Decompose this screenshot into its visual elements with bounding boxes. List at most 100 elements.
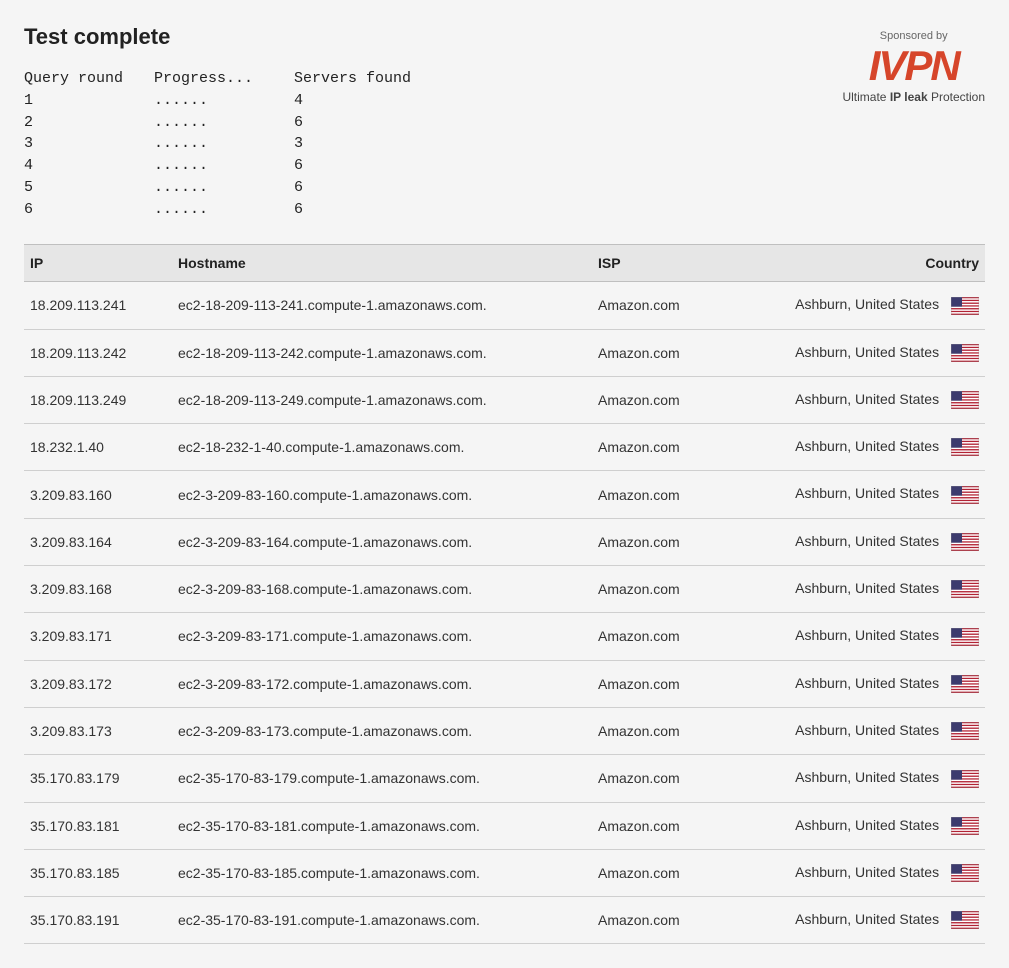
table-row: 35.170.83.181ec2-35-170-83-181.compute-1… xyxy=(24,802,985,849)
us-flag-icon xyxy=(951,817,979,835)
query-round: 6 xyxy=(24,199,154,221)
query-servers: 6 xyxy=(294,199,411,221)
us-flag-icon xyxy=(951,864,979,882)
us-flag-icon xyxy=(951,486,979,504)
query-round: 3 xyxy=(24,133,154,155)
table-row: 3.209.83.173ec2-3-209-83-173.compute-1.a… xyxy=(24,707,985,754)
cell-isp: Amazon.com xyxy=(592,849,742,896)
cell-ip: 18.209.113.242 xyxy=(24,329,172,376)
col-header-hostname: Hostname xyxy=(172,245,592,282)
cell-hostname: ec2-3-209-83-168.compute-1.amazonaws.com… xyxy=(172,566,592,613)
query-progress-block: Query round Progress... Servers found 1.… xyxy=(24,68,411,220)
us-flag-icon xyxy=(951,533,979,551)
cell-hostname: ec2-18-209-113-242.compute-1.amazonaws.c… xyxy=(172,329,592,376)
cell-country: Ashburn, United States xyxy=(742,566,985,613)
cell-isp: Amazon.com xyxy=(592,897,742,944)
table-row: 3.209.83.164ec2-3-209-83-164.compute-1.a… xyxy=(24,518,985,565)
cell-country: Ashburn, United States xyxy=(742,660,985,707)
table-row: 35.170.83.179ec2-35-170-83-179.compute-1… xyxy=(24,755,985,802)
query-row: 2......6 xyxy=(24,112,411,134)
cell-country: Ashburn, United States xyxy=(742,518,985,565)
query-header-progress: Progress... xyxy=(154,68,294,90)
ivpn-logo: IVPN xyxy=(842,46,985,86)
cell-isp: Amazon.com xyxy=(592,282,742,329)
cell-isp: Amazon.com xyxy=(592,660,742,707)
us-flag-icon xyxy=(951,391,979,409)
cell-country: Ashburn, United States xyxy=(742,707,985,754)
cell-ip: 35.170.83.181 xyxy=(24,802,172,849)
cell-country: Ashburn, United States xyxy=(742,282,985,329)
cell-hostname: ec2-35-170-83-181.compute-1.amazonaws.co… xyxy=(172,802,592,849)
cell-ip: 3.209.83.171 xyxy=(24,613,172,660)
cell-hostname: ec2-18-209-113-249.compute-1.amazonaws.c… xyxy=(172,376,592,423)
table-row: 3.209.83.171ec2-3-209-83-171.compute-1.a… xyxy=(24,613,985,660)
query-servers: 3 xyxy=(294,133,411,155)
cell-isp: Amazon.com xyxy=(592,707,742,754)
cell-ip: 3.209.83.173 xyxy=(24,707,172,754)
cell-ip: 18.209.113.241 xyxy=(24,282,172,329)
query-round: 5 xyxy=(24,177,154,199)
cell-hostname: ec2-18-232-1-40.compute-1.amazonaws.com. xyxy=(172,424,592,471)
cell-ip: 3.209.83.168 xyxy=(24,566,172,613)
table-row: 18.232.1.40ec2-18-232-1-40.compute-1.ama… xyxy=(24,424,985,471)
table-row: 3.209.83.160ec2-3-209-83-160.compute-1.a… xyxy=(24,471,985,518)
col-header-country: Country xyxy=(742,245,985,282)
query-row: 1......4 xyxy=(24,90,411,112)
cell-ip: 18.209.113.249 xyxy=(24,376,172,423)
cell-hostname: ec2-35-170-83-179.compute-1.amazonaws.co… xyxy=(172,755,592,802)
cell-isp: Amazon.com xyxy=(592,329,742,376)
table-row: 18.209.113.249ec2-18-209-113-249.compute… xyxy=(24,376,985,423)
cell-isp: Amazon.com xyxy=(592,376,742,423)
table-row: 3.209.83.172ec2-3-209-83-172.compute-1.a… xyxy=(24,660,985,707)
table-row: 3.209.83.168ec2-3-209-83-168.compute-1.a… xyxy=(24,566,985,613)
us-flag-icon xyxy=(951,628,979,646)
cell-hostname: ec2-35-170-83-185.compute-1.amazonaws.co… xyxy=(172,849,592,896)
cell-isp: Amazon.com xyxy=(592,802,742,849)
cell-ip: 3.209.83.160 xyxy=(24,471,172,518)
cell-hostname: ec2-3-209-83-164.compute-1.amazonaws.com… xyxy=(172,518,592,565)
cell-ip: 35.170.83.191 xyxy=(24,897,172,944)
us-flag-icon xyxy=(951,344,979,362)
results-table: IP Hostname ISP Country 18.209.113.241ec… xyxy=(24,244,985,944)
query-row: 4......6 xyxy=(24,155,411,177)
query-servers: 6 xyxy=(294,155,411,177)
query-header-servers: Servers found xyxy=(294,68,411,90)
cell-ip: 3.209.83.164 xyxy=(24,518,172,565)
us-flag-icon xyxy=(951,438,979,456)
tagline-post: Protection xyxy=(928,90,985,104)
cell-isp: Amazon.com xyxy=(592,424,742,471)
query-round: 2 xyxy=(24,112,154,134)
sponsor-tagline: Ultimate IP leak Protection xyxy=(842,90,985,104)
query-servers: 4 xyxy=(294,90,411,112)
table-row: 18.209.113.242ec2-18-209-113-242.compute… xyxy=(24,329,985,376)
cell-hostname: ec2-18-209-113-241.compute-1.amazonaws.c… xyxy=(172,282,592,329)
cell-isp: Amazon.com xyxy=(592,566,742,613)
cell-country: Ashburn, United States xyxy=(742,471,985,518)
query-row: 6......6 xyxy=(24,199,411,221)
col-header-isp: ISP xyxy=(592,245,742,282)
query-progress: ...... xyxy=(154,177,294,199)
query-round: 1 xyxy=(24,90,154,112)
query-progress: ...... xyxy=(154,112,294,134)
cell-hostname: ec2-3-209-83-171.compute-1.amazonaws.com… xyxy=(172,613,592,660)
cell-hostname: ec2-35-170-83-191.compute-1.amazonaws.co… xyxy=(172,897,592,944)
cell-hostname: ec2-3-209-83-173.compute-1.amazonaws.com… xyxy=(172,707,592,754)
table-row: 35.170.83.185ec2-35-170-83-185.compute-1… xyxy=(24,849,985,896)
query-round: 4 xyxy=(24,155,154,177)
us-flag-icon xyxy=(951,580,979,598)
tagline-pre: Ultimate xyxy=(842,90,889,104)
cell-isp: Amazon.com xyxy=(592,755,742,802)
cell-country: Ashburn, United States xyxy=(742,424,985,471)
query-progress: ...... xyxy=(154,90,294,112)
col-header-ip: IP xyxy=(24,245,172,282)
cell-country: Ashburn, United States xyxy=(742,755,985,802)
us-flag-icon xyxy=(951,297,979,315)
us-flag-icon xyxy=(951,722,979,740)
sponsor-block[interactable]: Sponsored by IVPN Ultimate IP leak Prote… xyxy=(842,24,985,104)
sponsor-label: Sponsored by xyxy=(842,30,985,42)
cell-country: Ashburn, United States xyxy=(742,613,985,660)
query-header-round: Query round xyxy=(24,68,154,90)
query-progress: ...... xyxy=(154,199,294,221)
cell-ip: 35.170.83.179 xyxy=(24,755,172,802)
cell-isp: Amazon.com xyxy=(592,613,742,660)
